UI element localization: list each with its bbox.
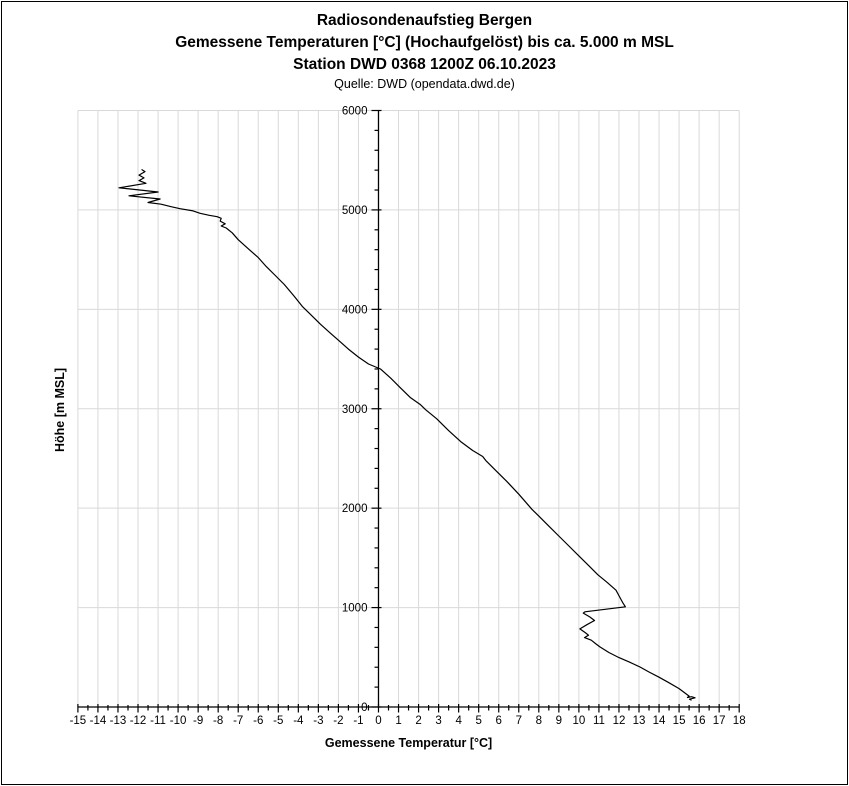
x-tick-label: 0: [375, 715, 381, 727]
x-tick-label: -6: [253, 715, 263, 727]
x-tick-label: -11: [150, 715, 166, 727]
y-tick-label: 0: [361, 702, 367, 714]
x-tick-label: -10: [170, 715, 187, 727]
y-axis-title: Höhe [m MSL]: [53, 368, 67, 452]
y-tick-label: 3000: [342, 404, 368, 416]
x-tick-label: -9: [193, 715, 203, 727]
x-tick-label: -1: [353, 715, 363, 727]
x-tick-label: -8: [213, 715, 223, 727]
x-axis-title: Gemessene Temperatur [°C]: [325, 736, 492, 750]
x-tick-label: 16: [693, 715, 706, 727]
x-tick-label: 11: [593, 715, 605, 727]
x-tick-label: -13: [110, 715, 127, 727]
x-tick-label: -14: [90, 715, 107, 727]
temperature-curve: [118, 169, 696, 701]
x-tick-label: 12: [613, 715, 626, 727]
x-tick-label: -7: [233, 715, 243, 727]
x-tick-label: -4: [293, 715, 304, 727]
x-tick-label: 13: [633, 715, 646, 727]
chart-source-line: Quelle: DWD (opendata.dwd.de): [334, 77, 515, 92]
x-tick-label: 2: [415, 715, 421, 727]
x-tick-label: 4: [455, 715, 462, 727]
x-tick-label: 17: [713, 715, 726, 727]
chart-station-line: Station DWD 0368 1200Z 06.10.2023: [293, 56, 556, 74]
x-tick-label: -12: [130, 715, 147, 727]
chart-subtitle: Gemessene Temperaturen [°C] (Hochaufgelö…: [175, 34, 674, 52]
x-tick-label: -2: [333, 715, 343, 727]
x-tick-label: -5: [273, 715, 283, 727]
x-tick-label: 15: [673, 715, 686, 727]
chart-title: Radiosondenaufstieg Bergen: [316, 12, 533, 29]
x-tick-label: 10: [572, 715, 585, 727]
x-tick-label: 14: [653, 715, 666, 727]
y-tick-label: 1000: [342, 603, 368, 615]
x-tick-label: 6: [496, 715, 502, 727]
y-tick-label: 2000: [342, 503, 368, 515]
y-tick-label: 4000: [342, 304, 368, 316]
chart-title-block: Radiosondenaufstieg Bergen Gemessene Tem…: [0, 12, 849, 92]
x-tick-label: 3: [435, 715, 441, 727]
x-tick-label: 8: [536, 715, 542, 727]
x-tick-label: 9: [556, 715, 562, 727]
y-tick-label: 5000: [342, 205, 368, 217]
x-tick-label: -3: [313, 715, 323, 727]
x-tick-label: -15: [70, 715, 87, 727]
x-tick-label: 5: [475, 715, 481, 727]
x-tick-label: 1: [395, 715, 401, 727]
x-tick-label: 7: [516, 715, 522, 727]
x-tick-label: 18: [733, 715, 746, 727]
y-tick-label: 6000: [342, 106, 368, 118]
